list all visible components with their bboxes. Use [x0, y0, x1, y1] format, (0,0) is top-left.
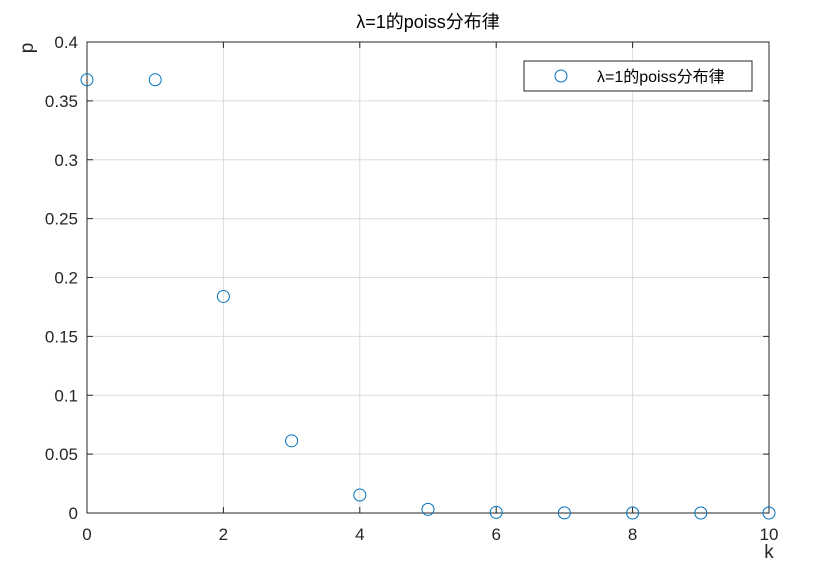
- data-point: [694, 506, 708, 520]
- x-tick-label: 8: [628, 525, 637, 544]
- data-point: [353, 488, 367, 502]
- legend-box: [523, 60, 753, 92]
- data-point: [557, 506, 571, 520]
- y-tick-label: 0.2: [54, 269, 78, 288]
- y-tick-label: 0.4: [54, 33, 78, 52]
- data-point: [285, 434, 299, 448]
- grid-lines: [86, 41, 770, 514]
- data-point: [762, 506, 776, 520]
- x-axis-label: k: [764, 542, 774, 563]
- x-tick-label: 6: [491, 525, 500, 544]
- y-tick-label: 0.1: [54, 386, 78, 405]
- data-points: [80, 73, 776, 520]
- chart-title: λ=1的poiss分布律: [356, 12, 500, 32]
- data-point: [421, 502, 435, 516]
- data-point: [216, 289, 230, 303]
- y-tick-label: 0: [69, 504, 78, 523]
- y-tick-label: 0.35: [45, 92, 78, 111]
- data-point: [489, 505, 503, 519]
- y-axis-label: p: [17, 43, 38, 54]
- y-tick-label: 0.05: [45, 445, 78, 464]
- data-point: [148, 73, 162, 87]
- legend-entry-label: λ=1的poiss分布律: [597, 68, 725, 86]
- data-point: [80, 73, 94, 87]
- legend: λ=1的poiss分布律: [523, 60, 753, 92]
- y-tick-label: 0.15: [45, 327, 78, 346]
- legend-marker: [554, 69, 568, 83]
- data-point: [626, 506, 640, 520]
- x-tick-label: 4: [355, 525, 364, 544]
- tick-marks: [86, 41, 770, 514]
- tick-labels: 0 2 4 6 8 10 0 0.05 0.1 0.15 0.2 0.25 0.3 0.35 0.4: [45, 33, 779, 544]
- y-tick-label: 0.25: [45, 210, 78, 229]
- y-tick-label: 0.3: [54, 151, 78, 170]
- x-tick-label: 10: [760, 525, 779, 544]
- x-tick-label: 0: [82, 525, 91, 544]
- x-tick-label: 2: [219, 525, 228, 544]
